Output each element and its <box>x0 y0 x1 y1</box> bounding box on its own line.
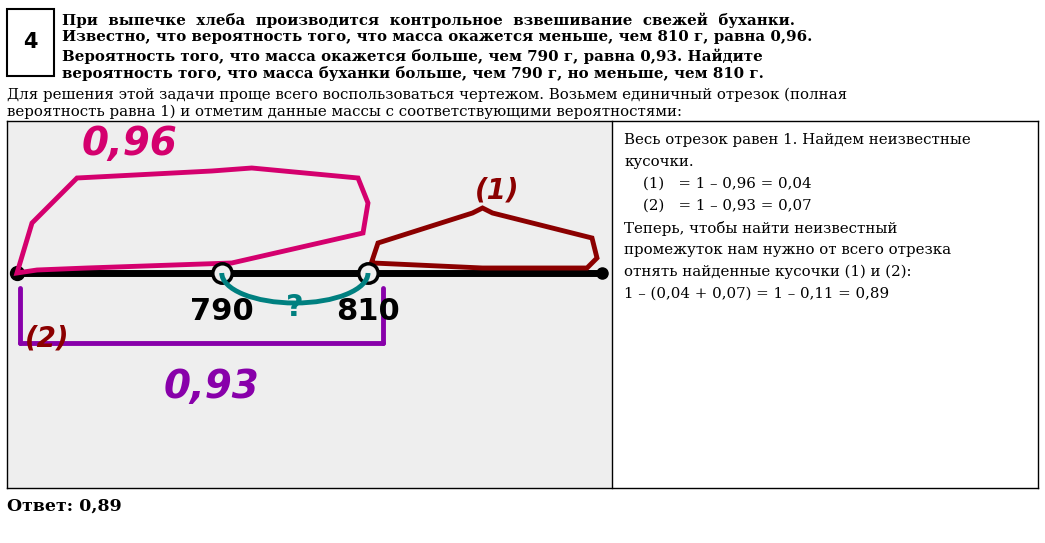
Text: (1): (1) <box>475 177 519 205</box>
Text: ?: ? <box>286 294 304 323</box>
Bar <box>7 121 612 488</box>
Text: 0,96: 0,96 <box>82 125 178 163</box>
Text: При  выпечке  хлеба  производится  контрольное  взвешивание  свежей  буханки.: При выпечке хлеба производится контрольн… <box>62 12 795 28</box>
Text: (2)   = 1 – 0,93 = 0,07: (2) = 1 – 0,93 = 0,07 <box>624 199 812 213</box>
Text: вероятность того, что масса буханки больше, чем 790 г, но меньше, чем 810 г.: вероятность того, что масса буханки боль… <box>62 66 764 81</box>
Bar <box>612 121 1038 488</box>
Text: 4: 4 <box>23 33 38 53</box>
Text: Вероятность того, что масса окажется больше, чем 790 г, равна 0,93. Найдите: Вероятность того, что масса окажется бол… <box>62 48 763 64</box>
Text: отнять найденные кусочки (1) и (2):: отнять найденные кусочки (1) и (2): <box>624 265 911 280</box>
Text: 1 – (0,04 + 0,07) = 1 – 0,11 = 0,89: 1 – (0,04 + 0,07) = 1 – 0,11 = 0,89 <box>624 287 889 301</box>
Text: Ответ: 0,89: Ответ: 0,89 <box>7 498 122 515</box>
Text: 790: 790 <box>190 296 254 325</box>
Text: вероятность равна 1) и отметим данные массы с соответствующими вероятностями:: вероятность равна 1) и отметим данные ма… <box>7 105 682 119</box>
Text: промежуток нам нужно от всего отрезка: промежуток нам нужно от всего отрезка <box>624 243 951 257</box>
Text: Весь отрезок равен 1. Найдем неизвестные: Весь отрезок равен 1. Найдем неизвестные <box>624 133 971 147</box>
Text: (1)   = 1 – 0,96 = 0,04: (1) = 1 – 0,96 = 0,04 <box>624 177 812 191</box>
Text: 0,93: 0,93 <box>164 368 259 406</box>
Text: (2): (2) <box>25 324 69 352</box>
Text: 810: 810 <box>336 296 400 325</box>
Text: Теперь, чтобы найти неизвестный: Теперь, чтобы найти неизвестный <box>624 221 898 236</box>
Text: Известно, что вероятность того, что масса окажется меньше, чем 810 г, равна 0,96: Известно, что вероятность того, что масс… <box>62 30 812 44</box>
Text: Для решения этой задачи проще всего воспользоваться чертежом. Возьмем единичный : Для решения этой задачи проще всего восп… <box>7 88 847 103</box>
Bar <box>7 9 54 76</box>
Text: кусочки.: кусочки. <box>624 155 694 169</box>
